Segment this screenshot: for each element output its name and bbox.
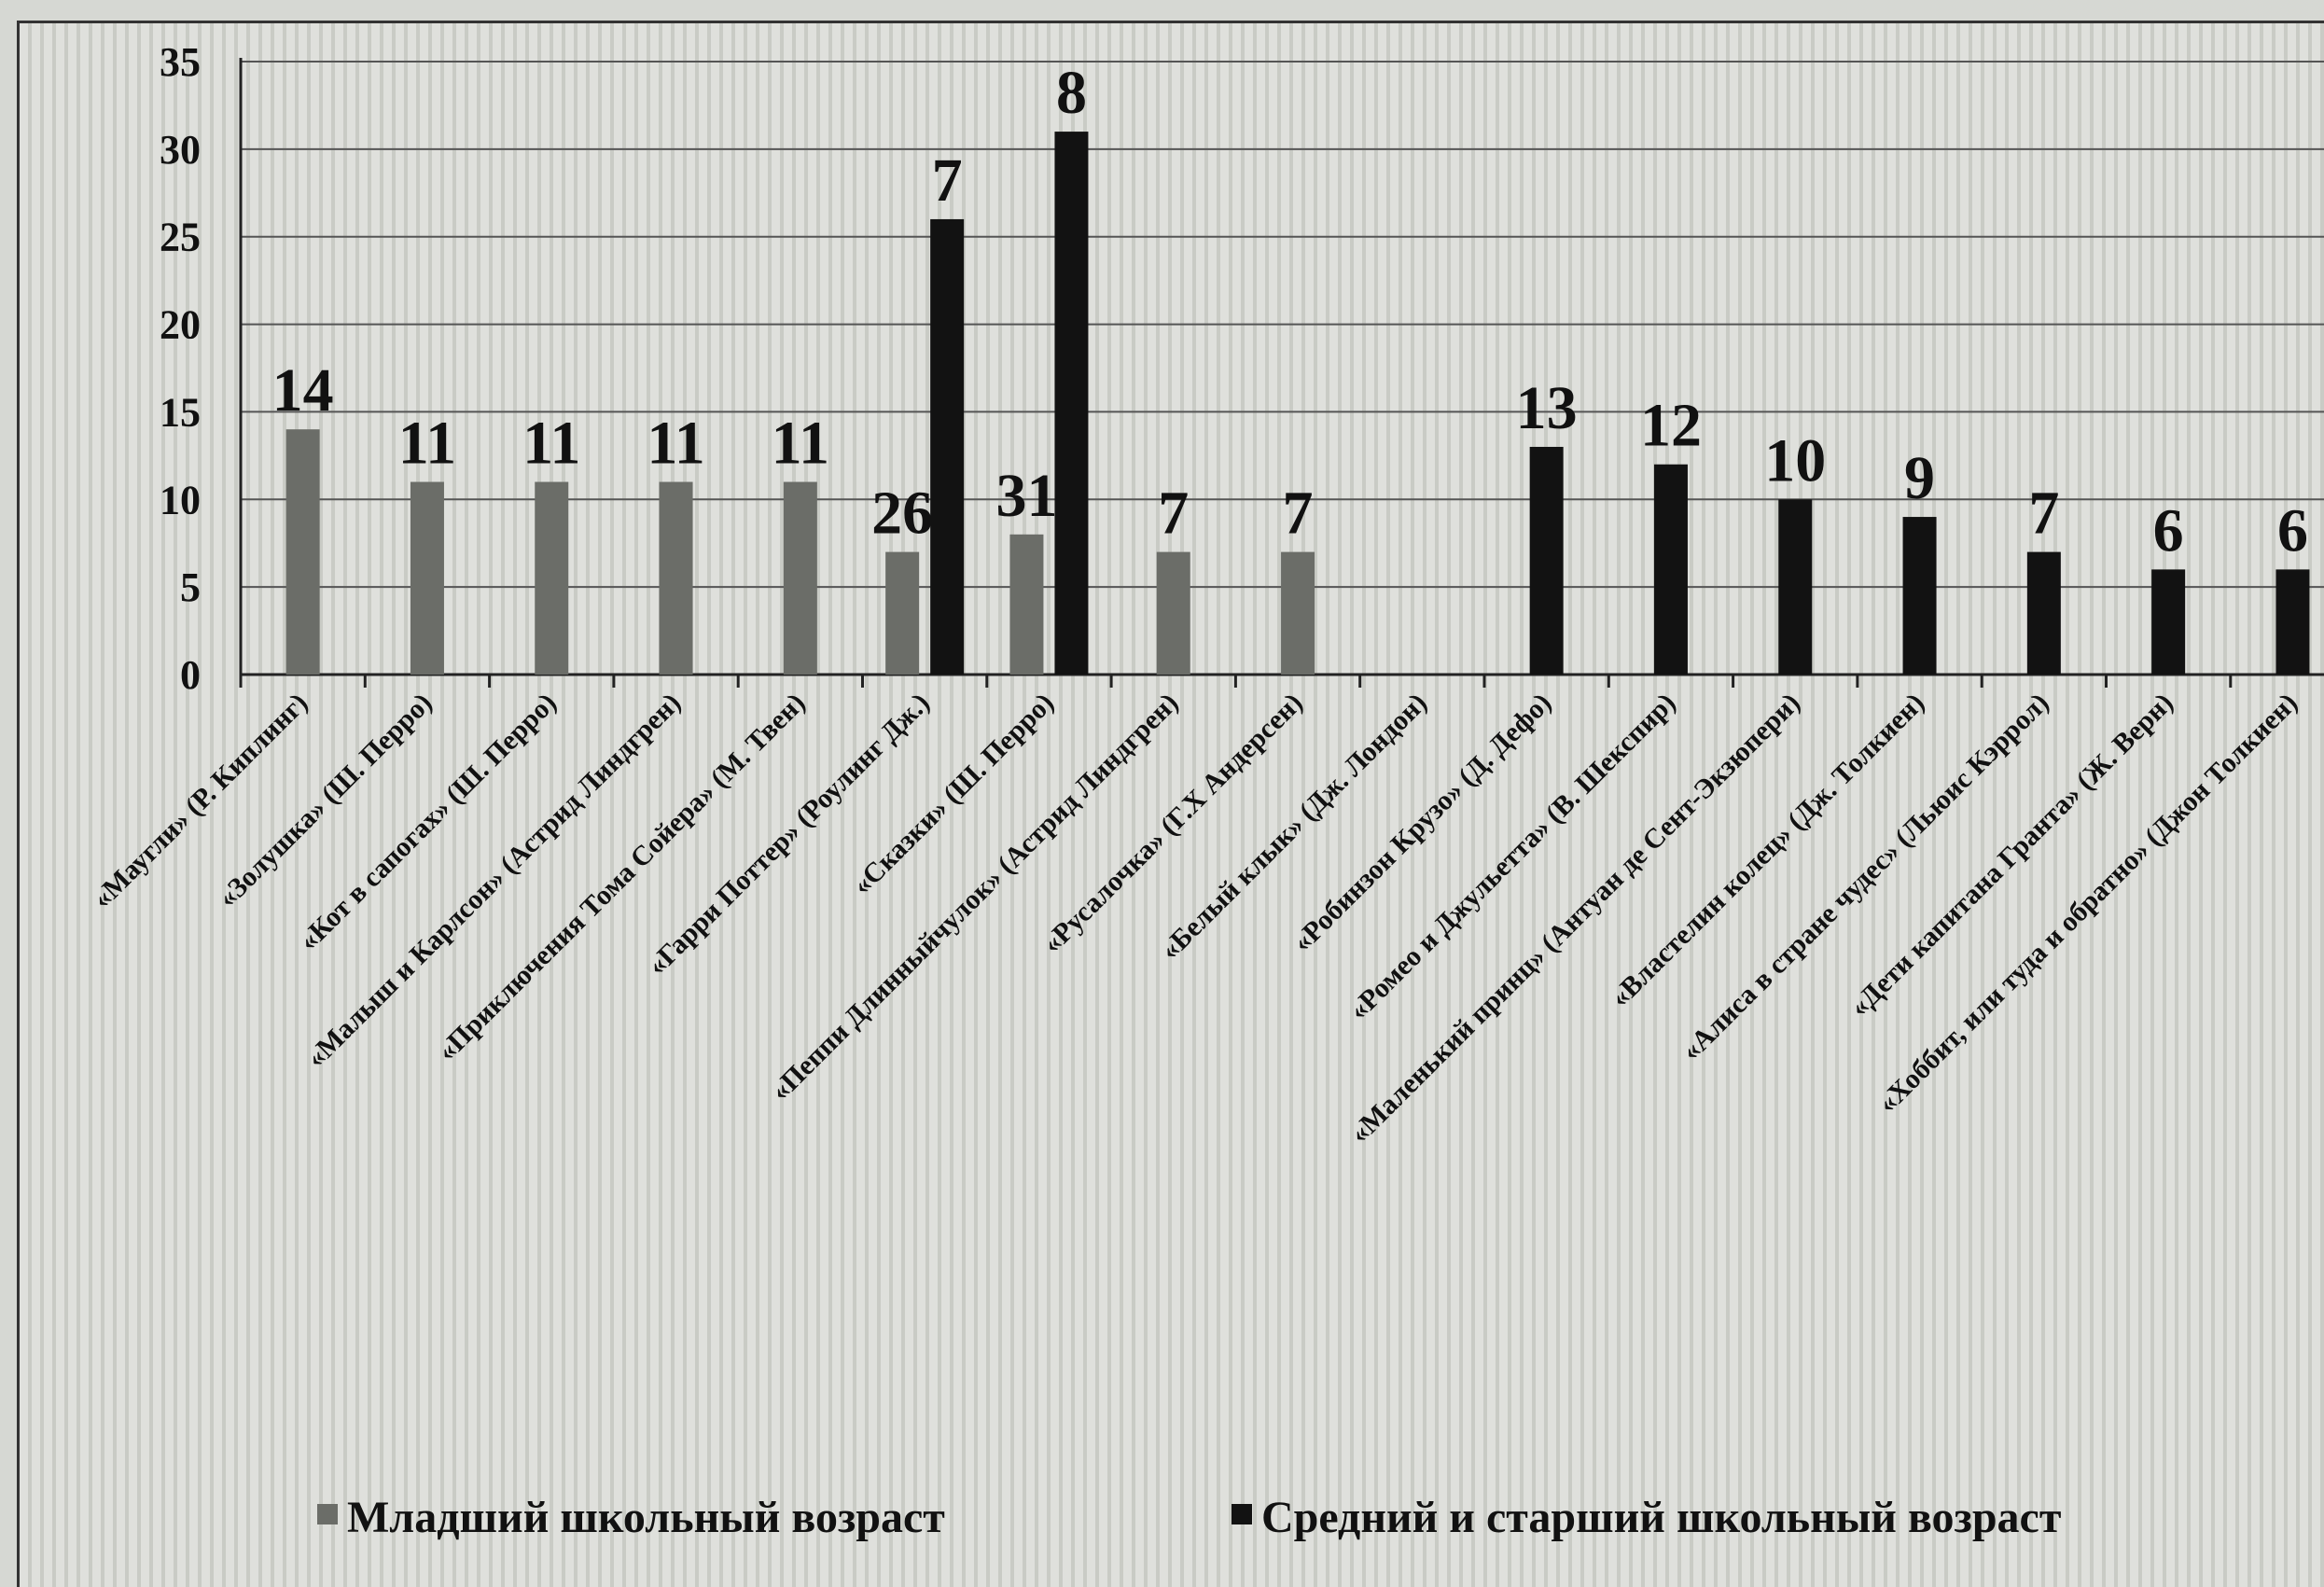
data-label: 13	[1516, 374, 1578, 442]
data-label: 8	[1056, 59, 1087, 127]
category-label: «Робинзон Крузо» (Д. Дефо)	[1287, 688, 1557, 958]
data-label: 7	[1283, 480, 1314, 548]
bar-younger	[1156, 551, 1190, 675]
bar-older	[2275, 569, 2310, 675]
bar-younger	[410, 481, 444, 675]
category-label: «Маугли» (Р. Киплинг)	[87, 688, 314, 915]
data-label: 7	[1158, 480, 1189, 548]
category-label: «Сказки» (Ш. Перро)	[846, 688, 1060, 901]
data-label: 7	[932, 146, 963, 215]
bar-older	[1529, 446, 1564, 675]
bar-older	[1653, 464, 1688, 675]
y-tick-label: 35	[160, 39, 201, 85]
category-label: «Хоббит, или туда и обратно» (Джон Толки…	[1872, 688, 2303, 1120]
legend-label-younger: Младший школьный возраст	[347, 1493, 945, 1542]
bar-older	[930, 218, 965, 675]
bar-younger	[659, 481, 693, 675]
y-tick-label: 15	[160, 389, 201, 435]
y-tick-label: 10	[160, 477, 201, 522]
data-label: 11	[772, 410, 829, 478]
bar-younger	[885, 551, 920, 675]
data-label: 31	[995, 462, 1057, 530]
data-label: 9	[1904, 444, 1935, 512]
legend-label-older: Средний и старший школьный возраст	[1261, 1493, 2061, 1542]
y-tick-label: 25	[160, 215, 201, 260]
y-tick-label: 30	[160, 127, 201, 173]
bar-younger	[285, 429, 320, 675]
data-label: 10	[1764, 426, 1826, 494]
category-label: «Маленький принц» (Антуан де Сент-Экзюпе…	[1344, 688, 1806, 1149]
y-tick-label: 5	[180, 564, 201, 610]
category-label: «Русалочка» (Г.Х Андерсен)	[1037, 688, 1309, 960]
data-label: 7	[2028, 480, 2059, 548]
category-label: «Кот в сапогах» (Ш. Перро)	[293, 688, 563, 957]
y-tick-label: 20	[160, 302, 201, 348]
category-label: «Белый клык» (Дж. Лондон)	[1154, 688, 1433, 967]
bar-younger	[535, 481, 569, 675]
data-label: 11	[647, 410, 704, 478]
bar-older	[1902, 517, 1937, 675]
legend-swatch-older	[1232, 1504, 1252, 1524]
data-label: 6	[2277, 496, 2308, 564]
chart-frame	[17, 21, 2324, 1587]
bar-younger	[1281, 551, 1315, 675]
data-label: 6	[2153, 496, 2184, 564]
data-label: 11	[522, 410, 580, 478]
legend-swatch-younger	[317, 1504, 338, 1524]
data-label: 12	[1640, 392, 1702, 460]
bar-older	[2026, 551, 2061, 675]
category-label: «Золушка» (Ш. Перро)	[212, 688, 438, 913]
bar-older	[2151, 569, 2186, 675]
bar-older	[1054, 132, 1089, 675]
bar-older	[1778, 499, 1813, 675]
data-label: 26	[871, 480, 933, 548]
bar-younger	[783, 481, 817, 675]
y-tick-label: 0	[180, 652, 201, 698]
bar-younger	[1009, 534, 1044, 675]
data-label: 14	[272, 356, 334, 425]
data-label: 11	[398, 410, 456, 478]
